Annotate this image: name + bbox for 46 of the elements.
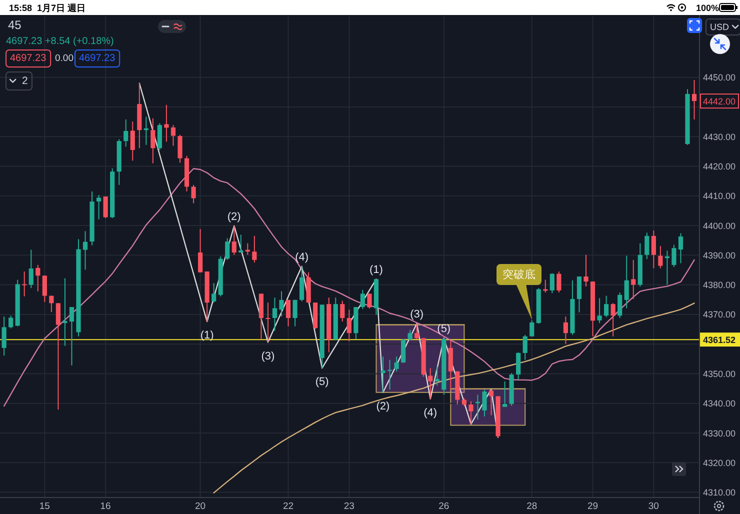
- y-tick-label: 4400.00: [703, 220, 736, 231]
- annotation: 突破底: [502, 268, 536, 281]
- y-tick-label: 4340.00: [703, 398, 736, 409]
- y-tick-label: 4390.00: [703, 250, 736, 260]
- y-tick-label: 4450.00: [703, 72, 736, 83]
- text: 100%: [696, 3, 720, 13]
- y-tick-label: 4380.00: [703, 280, 736, 290]
- annotation: (2): [227, 210, 241, 223]
- y-tick-label: 4420.00: [703, 162, 736, 172]
- text: USD: [710, 22, 730, 32]
- x-tick-label: 22: [282, 501, 294, 512]
- x-tick-label: 15: [39, 501, 50, 512]
- text: 15:58: [9, 3, 32, 13]
- annotation: 4442.00: [703, 96, 736, 106]
- callout: 突破底: [496, 264, 542, 320]
- x-tick-label: 20: [195, 501, 206, 512]
- annotation: (1): [200, 330, 214, 342]
- y-tick-label: 4310.00: [703, 488, 736, 498]
- x-tick-label: 16: [100, 501, 111, 512]
- annotation: (2): [376, 400, 390, 412]
- y-tick-label: 4320.00: [703, 458, 736, 468]
- annotation: 2: [22, 75, 28, 87]
- chart-title: 45: [8, 18, 22, 32]
- x-tick-label: 30: [648, 501, 659, 512]
- text: 1月7日 週日: [37, 3, 86, 13]
- y-tick-label: 4330.00: [703, 428, 736, 438]
- x-tick-label: 23: [344, 501, 354, 512]
- annotation: (4): [424, 406, 438, 419]
- annotation: (5): [315, 376, 329, 388]
- annotation: 4697.23: [10, 53, 47, 64]
- annotation: (3): [261, 350, 275, 362]
- annotation: (4): [295, 251, 309, 264]
- annotation: (5): [437, 323, 451, 336]
- y-tick-label: 4350.00: [703, 369, 736, 380]
- annotation: (3): [410, 308, 424, 321]
- x-tick-label: 28: [526, 501, 538, 512]
- annotation: 0.00: [55, 53, 74, 64]
- ref-line-label: 4361.52: [703, 334, 736, 345]
- y-tick-label: 4430.00: [703, 132, 736, 142]
- x-tick-label: 29: [587, 501, 598, 512]
- text: 4697.23 +8.54 (+0.18%): [6, 36, 114, 47]
- y-tick-label: 4370.00: [703, 310, 736, 320]
- y-tick-label: 4410.00: [703, 191, 736, 202]
- annotation: 4697.23: [79, 53, 116, 64]
- annotation: (1): [370, 264, 383, 276]
- x-tick-label: 26: [438, 501, 450, 512]
